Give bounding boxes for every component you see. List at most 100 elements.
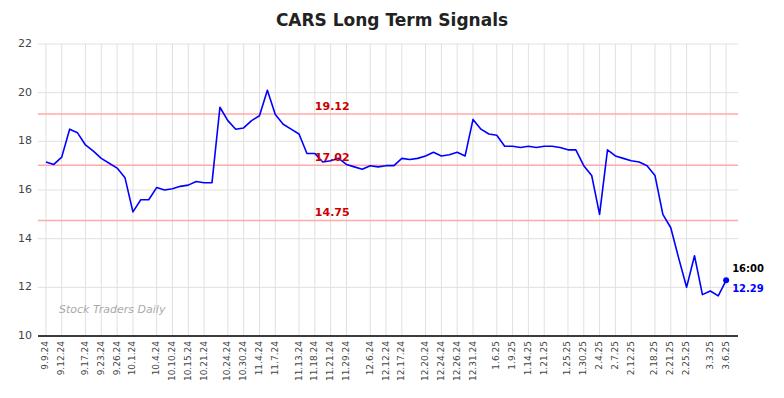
x-grid-line <box>670 44 671 336</box>
x-grid-line <box>631 44 632 336</box>
x-tick-label: 11.13.24 <box>294 341 304 381</box>
x-grid-line <box>401 44 402 336</box>
x-tick-label: 1.30.25 <box>578 341 588 375</box>
y-tick-label: 20 <box>18 86 32 99</box>
x-tick-label: 11.4.24 <box>254 341 264 376</box>
x-tick-label: 2.4.25 <box>594 341 604 370</box>
x-grid-line <box>615 44 616 336</box>
x-grid-line <box>61 44 62 336</box>
reference-label: 14.75 <box>315 206 350 219</box>
x-tick-label: 11.29.24 <box>341 341 351 381</box>
x-tick-label: 12.31.24 <box>468 341 478 381</box>
x-tick-label: 3.3.25 <box>705 341 715 370</box>
x-grid-line <box>204 44 205 336</box>
x-grid-line <box>425 44 426 336</box>
x-tick-label: 10.4.24 <box>151 341 161 376</box>
x-tick-label: 1.21.25 <box>539 341 549 375</box>
x-tick-label: 1.6.25 <box>491 341 501 370</box>
x-grid-line <box>599 44 600 336</box>
x-tick-label: 12.6.24 <box>365 341 375 376</box>
x-grid-line <box>188 44 189 336</box>
x-tick-label: 9.12.24 <box>56 341 66 376</box>
y-grid-line <box>38 238 738 239</box>
x-tick-label: 9.23.24 <box>96 341 106 376</box>
x-grid-line <box>156 44 157 336</box>
x-grid-line <box>726 44 727 336</box>
x-grid-line <box>710 44 711 336</box>
y-tick-label: 22 <box>18 37 32 50</box>
x-tick-label: 2.12.25 <box>626 341 636 375</box>
x-grid-line <box>441 44 442 336</box>
x-grid-line <box>583 44 584 336</box>
reference-label: 17.02 <box>315 151 350 164</box>
x-grid-line <box>654 44 655 336</box>
x-grid-line <box>85 44 86 336</box>
annotation: 16:00 <box>732 263 764 274</box>
x-grid-line <box>45 44 46 336</box>
x-grid-line <box>117 44 118 336</box>
x-tick-label: 2.7.25 <box>610 341 620 370</box>
x-tick-label: 11.7.24 <box>270 341 280 376</box>
x-grid-line <box>227 44 228 336</box>
x-grid-line <box>496 44 497 336</box>
x-grid-line <box>330 44 331 336</box>
reference-label: 19.12 <box>315 100 350 113</box>
y-tick-label: 14 <box>18 232 32 245</box>
x-grid-line <box>370 44 371 336</box>
reference-line <box>38 113 738 115</box>
x-tick-label: 10.15.24 <box>183 341 193 381</box>
x-grid-line <box>314 44 315 336</box>
y-grid-line <box>38 44 738 45</box>
y-grid-line <box>38 141 738 142</box>
x-grid-line <box>457 44 458 336</box>
x-tick-label: 11.21.24 <box>325 341 335 381</box>
x-tick-label: 3.6.25 <box>721 341 731 370</box>
reference-line <box>38 220 738 222</box>
x-grid-line <box>172 44 173 336</box>
grid <box>38 44 738 336</box>
x-tick-label: 12.17.24 <box>396 341 406 381</box>
x-tick-label: 11.18.24 <box>309 341 319 381</box>
x-grid-line <box>299 44 300 336</box>
x-grid-line <box>473 44 474 336</box>
x-grid-line <box>386 44 387 336</box>
x-grid-line <box>275 44 276 336</box>
x-tick-label: 10.21.24 <box>199 341 209 381</box>
x-tick-label: 12.26.24 <box>452 341 462 381</box>
x-grid-line <box>567 44 568 336</box>
x-grid-line <box>544 44 545 336</box>
x-tick-label: 10.1.24 <box>127 341 137 376</box>
price-line <box>46 90 726 296</box>
x-grid-line <box>528 44 529 336</box>
reference-lines <box>38 114 738 220</box>
y-grid-line <box>38 190 738 191</box>
x-axis-line <box>38 335 738 337</box>
x-tick-label: 12.12.24 <box>381 341 391 381</box>
y-tick-label: 12 <box>18 280 32 293</box>
x-grid-line <box>101 44 102 336</box>
x-tick-label: 1.9.25 <box>507 341 517 370</box>
x-tick-label: 12.20.24 <box>420 341 430 381</box>
y-tick-label: 18 <box>18 134 32 147</box>
y-grid-line <box>38 287 738 288</box>
x-grid-line <box>686 44 687 336</box>
x-tick-label: 9.9.24 <box>40 341 50 370</box>
x-grid-line <box>243 44 244 336</box>
x-grid-line <box>259 44 260 336</box>
x-tick-label: 9.26.24 <box>112 341 122 376</box>
x-tick-label: 1.25.25 <box>562 341 572 375</box>
x-tick-label: 2.18.25 <box>649 341 659 375</box>
x-tick-label: 12.24.24 <box>436 341 446 381</box>
plot-data <box>46 90 729 296</box>
y-grid-line <box>38 336 738 337</box>
x-grid-line <box>346 44 347 336</box>
x-tick-label: 10.24.24 <box>222 341 232 381</box>
chart: CARS Long Term Signals101214161820229.9.… <box>0 0 784 398</box>
last-point <box>723 277 729 283</box>
x-tick-label: 2.25.25 <box>681 341 691 375</box>
annotation: 12.29 <box>732 283 764 294</box>
x-grid-line <box>512 44 513 336</box>
axes: 101214161820229.9.249.12.249.17.249.23.2… <box>18 37 731 381</box>
x-tick-label: 10.30.24 <box>238 341 248 381</box>
y-tick-label: 16 <box>18 183 32 196</box>
